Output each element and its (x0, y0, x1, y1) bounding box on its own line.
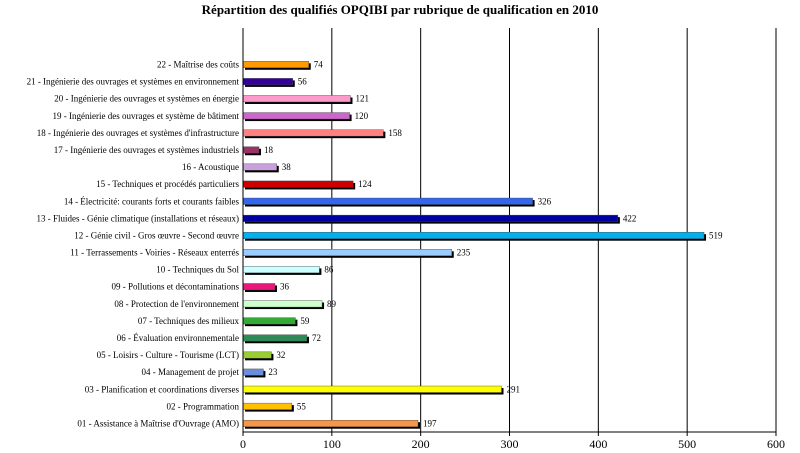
category-label: 17 - Ingénierie des ouvrages et systèmes… (54, 145, 240, 155)
value-label: 124 (358, 179, 372, 189)
category-label: 20 - Ingénierie des ouvrages et systèmes… (54, 94, 239, 104)
value-label: 32 (276, 350, 285, 360)
bar (242, 129, 384, 137)
x-tick-label: 600 (767, 437, 785, 451)
bar (242, 266, 320, 274)
value-label: 86 (324, 265, 334, 275)
category-label: 10 - Techniques du Sol (156, 265, 239, 275)
category-label: 04 - Management de projet (142, 367, 240, 377)
value-label: 23 (268, 367, 278, 377)
bar (242, 163, 277, 171)
x-tick-label: 300 (501, 437, 519, 451)
value-label: 59 (300, 316, 310, 326)
x-tick-label: 500 (678, 437, 696, 451)
value-label: 18 (264, 145, 274, 155)
bar (242, 402, 293, 410)
value-label: 56 (298, 77, 308, 87)
bar (242, 95, 351, 103)
value-label: 55 (297, 401, 307, 411)
bar (242, 385, 502, 393)
category-label: 08 - Protection de l'environnement (114, 299, 239, 309)
value-label: 74 (314, 60, 324, 70)
bar (242, 420, 419, 427)
category-label: 12 - Génie civil - Gros œuvre - Second œ… (74, 230, 239, 240)
category-label: 18 - Ingénierie des ouvrages et systèmes… (37, 128, 239, 138)
category-label: 07 - Techniques des milieux (138, 316, 240, 326)
category-label: 16 - Acoustique (182, 162, 239, 172)
value-label: 291 (507, 384, 521, 394)
value-label: 197 (423, 418, 437, 428)
category-label: 19 - Ingénierie des ouvrages et système … (53, 111, 240, 121)
value-label: 36 (280, 282, 290, 292)
category-label: 13 - Fluides - Génie climatique (install… (37, 213, 239, 223)
value-label: 89 (327, 299, 337, 309)
value-label: 72 (312, 333, 321, 343)
bars (242, 61, 707, 429)
bar (242, 232, 705, 239)
x-tick-label: 0 (240, 437, 246, 451)
bar (242, 368, 264, 376)
bar (242, 334, 308, 342)
chart-title: Répartition des qualifiés OPQIBI par rub… (202, 2, 599, 17)
bar (242, 197, 533, 205)
value-label: 422 (623, 213, 637, 223)
category-label: 03 - Planification et coordinations dive… (85, 384, 240, 394)
value-label: 326 (538, 196, 552, 206)
category-label: 14 - Électricité: courants forts et cour… (64, 196, 240, 206)
bar (242, 351, 272, 359)
category-label: 22 - Maîtrise des coûts (157, 60, 239, 70)
x-tick-label: 400 (589, 437, 607, 451)
value-label: 235 (457, 248, 471, 258)
bar (242, 180, 354, 188)
category-label: 01 - Assistance à Maîtrise d'Ouvrage (AM… (77, 418, 239, 428)
category-label: 15 - Techniques et procédés particuliers (96, 179, 239, 189)
bar (242, 61, 309, 68)
category-label: 05 - Loisirs - Culture - Tourisme (LCT) (97, 350, 239, 360)
x-axis: 0 100 200 300 400 500 600 (240, 28, 785, 451)
category-label: 02 - Programmation (167, 401, 240, 411)
bar (242, 78, 293, 86)
bar (242, 146, 260, 154)
value-label: 121 (355, 94, 369, 104)
bar (242, 249, 452, 256)
bar (242, 214, 619, 222)
bar (242, 283, 276, 291)
bar (242, 300, 323, 308)
category-labels: 01 - Assistance à Maîtrise d'Ouvrage (AM… (27, 60, 240, 429)
category-label: 09 - Pollutions et décontaminations (112, 282, 240, 292)
category-label: 06 - Évaluation environnementale (117, 333, 239, 343)
x-tick-label: 200 (412, 437, 430, 451)
value-label: 519 (709, 230, 723, 240)
value-label: 120 (355, 111, 369, 121)
bar (242, 112, 350, 120)
grid-lines (331, 28, 777, 432)
bar (242, 317, 296, 325)
category-label: 21 - Ingénierie des ouvrages et systèmes… (27, 77, 240, 87)
value-label: 158 (388, 128, 402, 138)
x-tick-label: 100 (323, 437, 341, 451)
category-label: 11 - Terrassements - Voiries - Réseaux e… (70, 248, 239, 258)
value-label: 38 (282, 162, 292, 172)
